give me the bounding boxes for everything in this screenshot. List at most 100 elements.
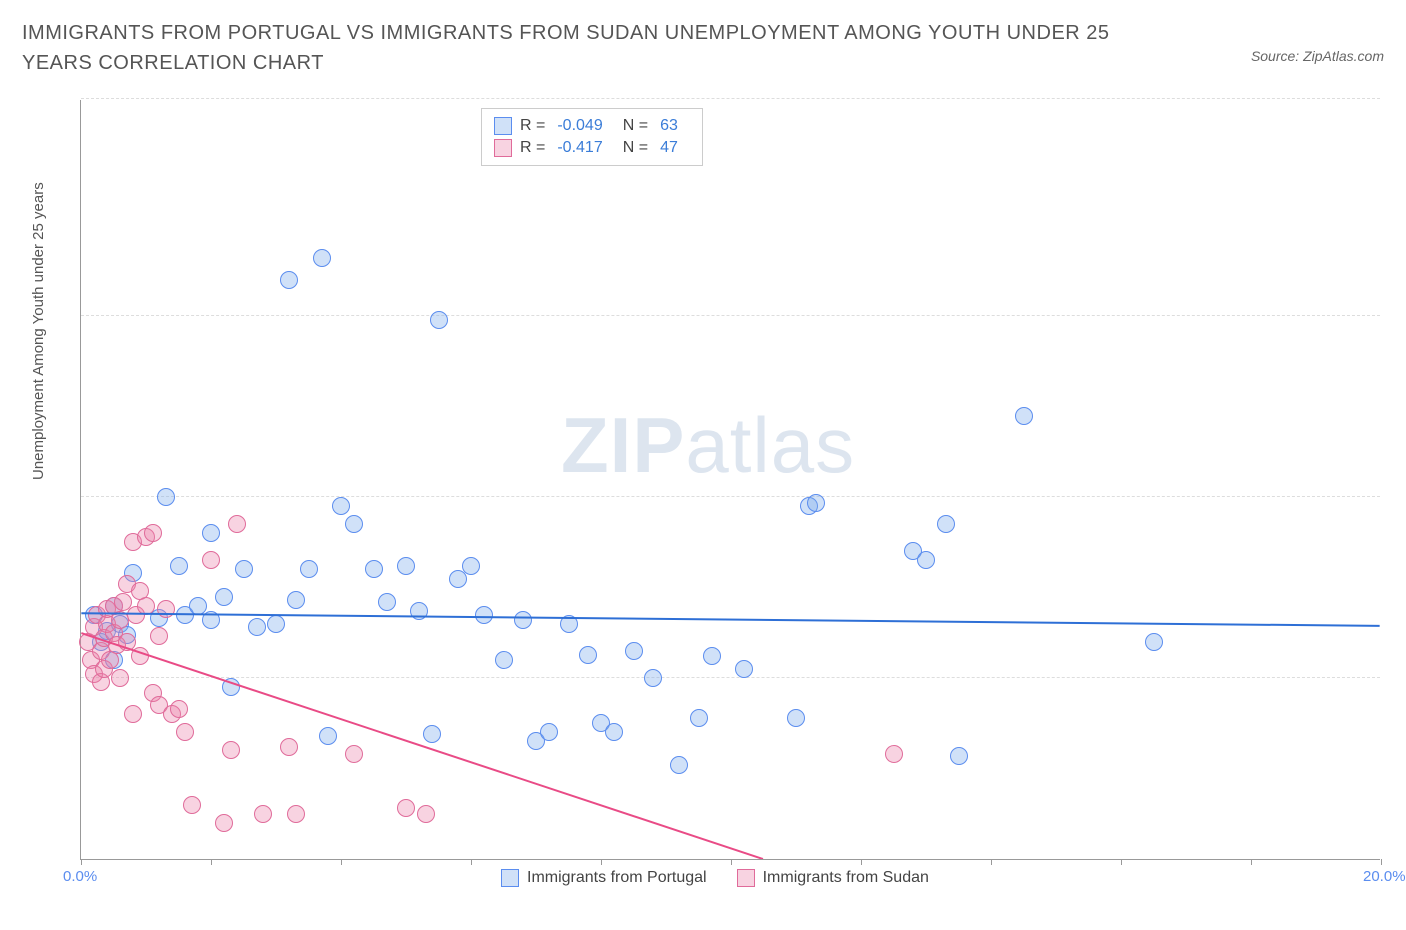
- data-point-portugal: [222, 678, 240, 696]
- data-point-portugal: [410, 602, 428, 620]
- data-point-sudan: [183, 796, 201, 814]
- legend-item-sudan: Immigrants from Sudan: [737, 869, 929, 887]
- data-point-portugal: [287, 591, 305, 609]
- data-point-portugal: [345, 515, 363, 533]
- trend-lines: [81, 100, 1380, 859]
- gridline: [81, 315, 1380, 316]
- data-point-portugal: [475, 606, 493, 624]
- swatch-sudan-icon: [737, 869, 755, 887]
- r-value-sudan: -0.417: [553, 139, 614, 157]
- gridline: [81, 98, 1380, 99]
- source-name: ZipAtlas.com: [1303, 48, 1384, 64]
- data-point-portugal: [157, 488, 175, 506]
- data-point-sudan: [417, 805, 435, 823]
- data-point-portugal: [202, 524, 220, 542]
- data-point-portugal: [170, 557, 188, 575]
- data-point-portugal: [267, 615, 285, 633]
- x-tick-mark: [861, 859, 862, 865]
- data-point-portugal: [1015, 407, 1033, 425]
- data-point-sudan: [144, 524, 162, 542]
- gridline: [81, 677, 1380, 678]
- data-point-sudan: [215, 814, 233, 832]
- data-point-portugal: [378, 593, 396, 611]
- x-tick-mark: [211, 859, 212, 865]
- n-value-portugal: 63: [656, 117, 690, 135]
- source-attribution: Source: ZipAtlas.com: [1251, 18, 1384, 64]
- data-point-portugal: [937, 515, 955, 533]
- r-label: R =: [520, 117, 545, 135]
- data-point-portugal: [235, 560, 253, 578]
- data-point-sudan: [124, 705, 142, 723]
- data-point-sudan: [137, 597, 155, 615]
- series-legend: Immigrants from Portugal Immigrants from…: [501, 869, 929, 887]
- data-point-sudan: [150, 627, 168, 645]
- swatch-portugal: [494, 117, 512, 135]
- swatch-portugal-icon: [501, 869, 519, 887]
- watermark: ZIPatlas: [561, 400, 855, 491]
- data-point-sudan: [287, 805, 305, 823]
- data-point-portugal: [560, 615, 578, 633]
- x-tick-mark: [1121, 859, 1122, 865]
- data-point-portugal: [397, 557, 415, 575]
- data-point-portugal: [280, 271, 298, 289]
- watermark-right: atlas: [685, 401, 855, 489]
- source-prefix: Source:: [1251, 48, 1303, 64]
- data-point-portugal: [579, 646, 597, 664]
- data-point-portugal: [703, 647, 721, 665]
- data-point-portugal: [690, 709, 708, 727]
- x-tick-mark: [991, 859, 992, 865]
- x-tick-mark: [81, 859, 82, 865]
- data-point-sudan: [176, 723, 194, 741]
- data-point-portugal: [735, 660, 753, 678]
- y-axis-label: Unemployment Among Youth under 25 years: [30, 182, 47, 480]
- n-label: N =: [623, 117, 648, 135]
- data-point-sudan: [157, 600, 175, 618]
- x-tick-label: 0.0%: [63, 868, 97, 885]
- n-label: N =: [623, 139, 648, 157]
- data-point-portugal: [787, 709, 805, 727]
- x-tick-mark: [1251, 859, 1252, 865]
- data-point-portugal: [625, 642, 643, 660]
- data-point-portugal: [202, 611, 220, 629]
- legend-item-portugal: Immigrants from Portugal: [501, 869, 707, 887]
- data-point-sudan: [131, 647, 149, 665]
- data-point-sudan: [254, 805, 272, 823]
- r-value-portugal: -0.049: [553, 117, 614, 135]
- x-tick-mark: [1381, 859, 1382, 865]
- data-point-portugal: [189, 597, 207, 615]
- data-point-portugal: [332, 497, 350, 515]
- stats-row-sudan: R = -0.417 N = 47: [494, 137, 690, 159]
- chart-title: IMMIGRANTS FROM PORTUGAL VS IMMIGRANTS F…: [22, 18, 1122, 78]
- data-point-portugal: [215, 588, 233, 606]
- data-point-portugal: [1145, 633, 1163, 651]
- data-point-portugal: [495, 651, 513, 669]
- data-point-portugal: [248, 618, 266, 636]
- watermark-left: ZIP: [561, 401, 685, 489]
- data-point-sudan: [885, 745, 903, 763]
- stats-row-portugal: R = -0.049 N = 63: [494, 115, 690, 137]
- gridline: [81, 496, 1380, 497]
- data-point-portugal: [950, 747, 968, 765]
- n-value-sudan: 47: [656, 139, 690, 157]
- data-point-portugal: [430, 311, 448, 329]
- x-tick-mark: [471, 859, 472, 865]
- data-point-portugal: [540, 723, 558, 741]
- data-point-portugal: [313, 249, 331, 267]
- data-point-sudan: [118, 633, 136, 651]
- data-point-sudan: [202, 551, 220, 569]
- x-tick-mark: [341, 859, 342, 865]
- stats-legend: R = -0.049 N = 63 R = -0.417 N = 47: [481, 108, 703, 166]
- data-point-portugal: [807, 494, 825, 512]
- data-point-portugal: [644, 669, 662, 687]
- data-point-sudan: [222, 741, 240, 759]
- data-point-portugal: [300, 560, 318, 578]
- x-tick-mark: [731, 859, 732, 865]
- r-label: R =: [520, 139, 545, 157]
- legend-label-sudan: Immigrants from Sudan: [763, 869, 929, 887]
- trend-line-sudan: [81, 633, 763, 859]
- x-tick-mark: [601, 859, 602, 865]
- data-point-portugal: [462, 557, 480, 575]
- data-point-sudan: [345, 745, 363, 763]
- data-point-sudan: [170, 700, 188, 718]
- data-point-portugal: [670, 756, 688, 774]
